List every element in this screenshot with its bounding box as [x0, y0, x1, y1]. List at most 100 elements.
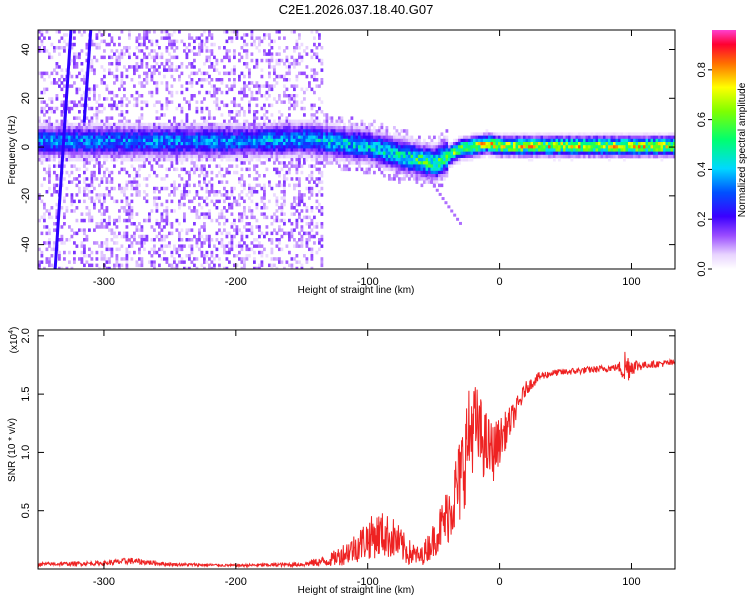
spectrogram-cell	[308, 148, 311, 152]
spectrogram-cell	[318, 97, 321, 101]
spectrogram-cell	[453, 151, 456, 156]
spectrogram-cell	[210, 84, 214, 88]
spectrogram-cell	[295, 122, 299, 127]
spectrogram-cell	[343, 122, 346, 127]
spectrogram-cell	[88, 87, 91, 92]
spectrogram-cell	[70, 74, 74, 79]
spectrogram-cell	[190, 135, 194, 140]
spectrogram-cell	[265, 158, 269, 162]
spectrogram-cell	[63, 100, 66, 104]
spectrogram-cell	[188, 49, 191, 53]
spectrogram-cell	[225, 122, 229, 127]
spectrogram-cell	[200, 129, 204, 133]
spectrogram-cell	[95, 148, 99, 152]
spectrogram-cell	[175, 46, 179, 50]
spectrogram-cell	[53, 78, 56, 82]
spectrogram-cell	[223, 215, 226, 220]
spectrogram-cell	[138, 138, 141, 143]
spectrogram-cell	[318, 33, 321, 37]
spectrogram-cell	[228, 145, 231, 149]
spectrogram-cell	[580, 148, 584, 152]
spectrogram-cell	[108, 62, 111, 66]
spectrogram-cell	[288, 231, 291, 236]
spectrogram-cell	[205, 36, 209, 40]
spectrogram-cell	[315, 177, 319, 181]
spectrogram-cell	[308, 81, 311, 85]
spectrogram-cell	[150, 148, 154, 152]
spectrogram-cell	[263, 161, 266, 165]
spectrogram-cell	[545, 135, 549, 140]
spectrogram-cell	[285, 122, 289, 127]
spectrogram-cell	[505, 148, 509, 152]
spectrogram-cell	[228, 206, 231, 210]
spectrogram-cell	[223, 174, 226, 178]
spectrogram-cell	[43, 241, 46, 245]
spectrogram-cell	[83, 177, 86, 181]
spectrogram-cell	[135, 39, 139, 44]
spectrogram-cell	[418, 135, 421, 140]
spectrogram-cell	[408, 145, 411, 149]
spectrogram-cell	[175, 55, 179, 60]
spectrogram-cell	[93, 126, 96, 130]
spectrogram-cell	[398, 132, 401, 136]
spectrogram-cell	[198, 129, 201, 133]
spectrogram-cell	[465, 151, 469, 156]
spectrogram-cell	[593, 151, 596, 156]
spectrogram-cell	[545, 154, 549, 159]
spectrogram-cell	[155, 81, 159, 85]
spectrogram-cell	[65, 138, 69, 143]
spectrogram-cell	[130, 234, 134, 239]
spectrogram-cell	[283, 62, 286, 66]
spectrogram-cell	[558, 138, 561, 143]
spectrogram-cell	[548, 142, 551, 146]
spectrogram-cell	[98, 110, 101, 114]
spectrogram-cell	[215, 126, 219, 130]
spectrogram-cell	[405, 138, 409, 143]
spectrogram-cell	[290, 94, 294, 98]
spectrogram-cell	[263, 94, 266, 98]
spectrogram-cell	[128, 215, 131, 220]
spectrogram-cell	[395, 158, 399, 162]
spectrogram-cell	[38, 49, 41, 53]
spectrogram-cell	[38, 218, 41, 223]
spectrogram-cell	[258, 39, 261, 44]
spectrogram-cell	[435, 151, 439, 156]
spectrogram-cell	[335, 132, 339, 136]
spectrogram-cell	[443, 161, 446, 165]
spectrogram-cell	[325, 161, 329, 165]
spectrogram-cell	[305, 74, 309, 79]
spectrogram-cell	[315, 119, 319, 124]
spectrogram-cell	[50, 215, 54, 220]
spectrogram-cell	[193, 145, 196, 149]
spectrogram-cell	[448, 151, 451, 156]
spectrogram-cell	[378, 135, 381, 140]
spectrogram-cell	[293, 122, 296, 127]
spectrogram-cell	[305, 158, 309, 162]
spectrogram-cell	[590, 132, 594, 136]
spectrogram-cell	[408, 164, 411, 168]
spectrogram-cell	[103, 135, 106, 140]
spectrogram-cell	[50, 132, 54, 136]
spectrogram-cell	[235, 138, 239, 143]
spectrogram-cell	[118, 183, 121, 188]
spectrogram-cell	[255, 158, 259, 162]
spectrogram-cell	[278, 119, 281, 124]
spectrogram-cell	[245, 33, 249, 37]
spectrogram-cell	[260, 250, 264, 255]
spectrogram-cell	[228, 154, 231, 159]
spectrogram-cell	[153, 30, 156, 34]
spectrogram-cell	[83, 254, 86, 258]
spectrogram-cell	[138, 129, 141, 133]
spectrogram-cell	[440, 145, 444, 149]
spectrogram-cell	[233, 263, 236, 268]
spectrogram-cell	[488, 132, 491, 136]
spectrogram-cell	[58, 39, 61, 44]
spectrogram-cell	[80, 228, 84, 232]
spectrogram-cell	[105, 97, 109, 101]
spectrogram-cell	[290, 84, 294, 88]
spectrogram-cell	[208, 244, 211, 248]
spectrogram-cell	[298, 231, 301, 236]
spectrogram-cell	[83, 228, 86, 232]
spectrogram-cell	[93, 148, 96, 152]
spectrogram-cell	[90, 263, 94, 268]
